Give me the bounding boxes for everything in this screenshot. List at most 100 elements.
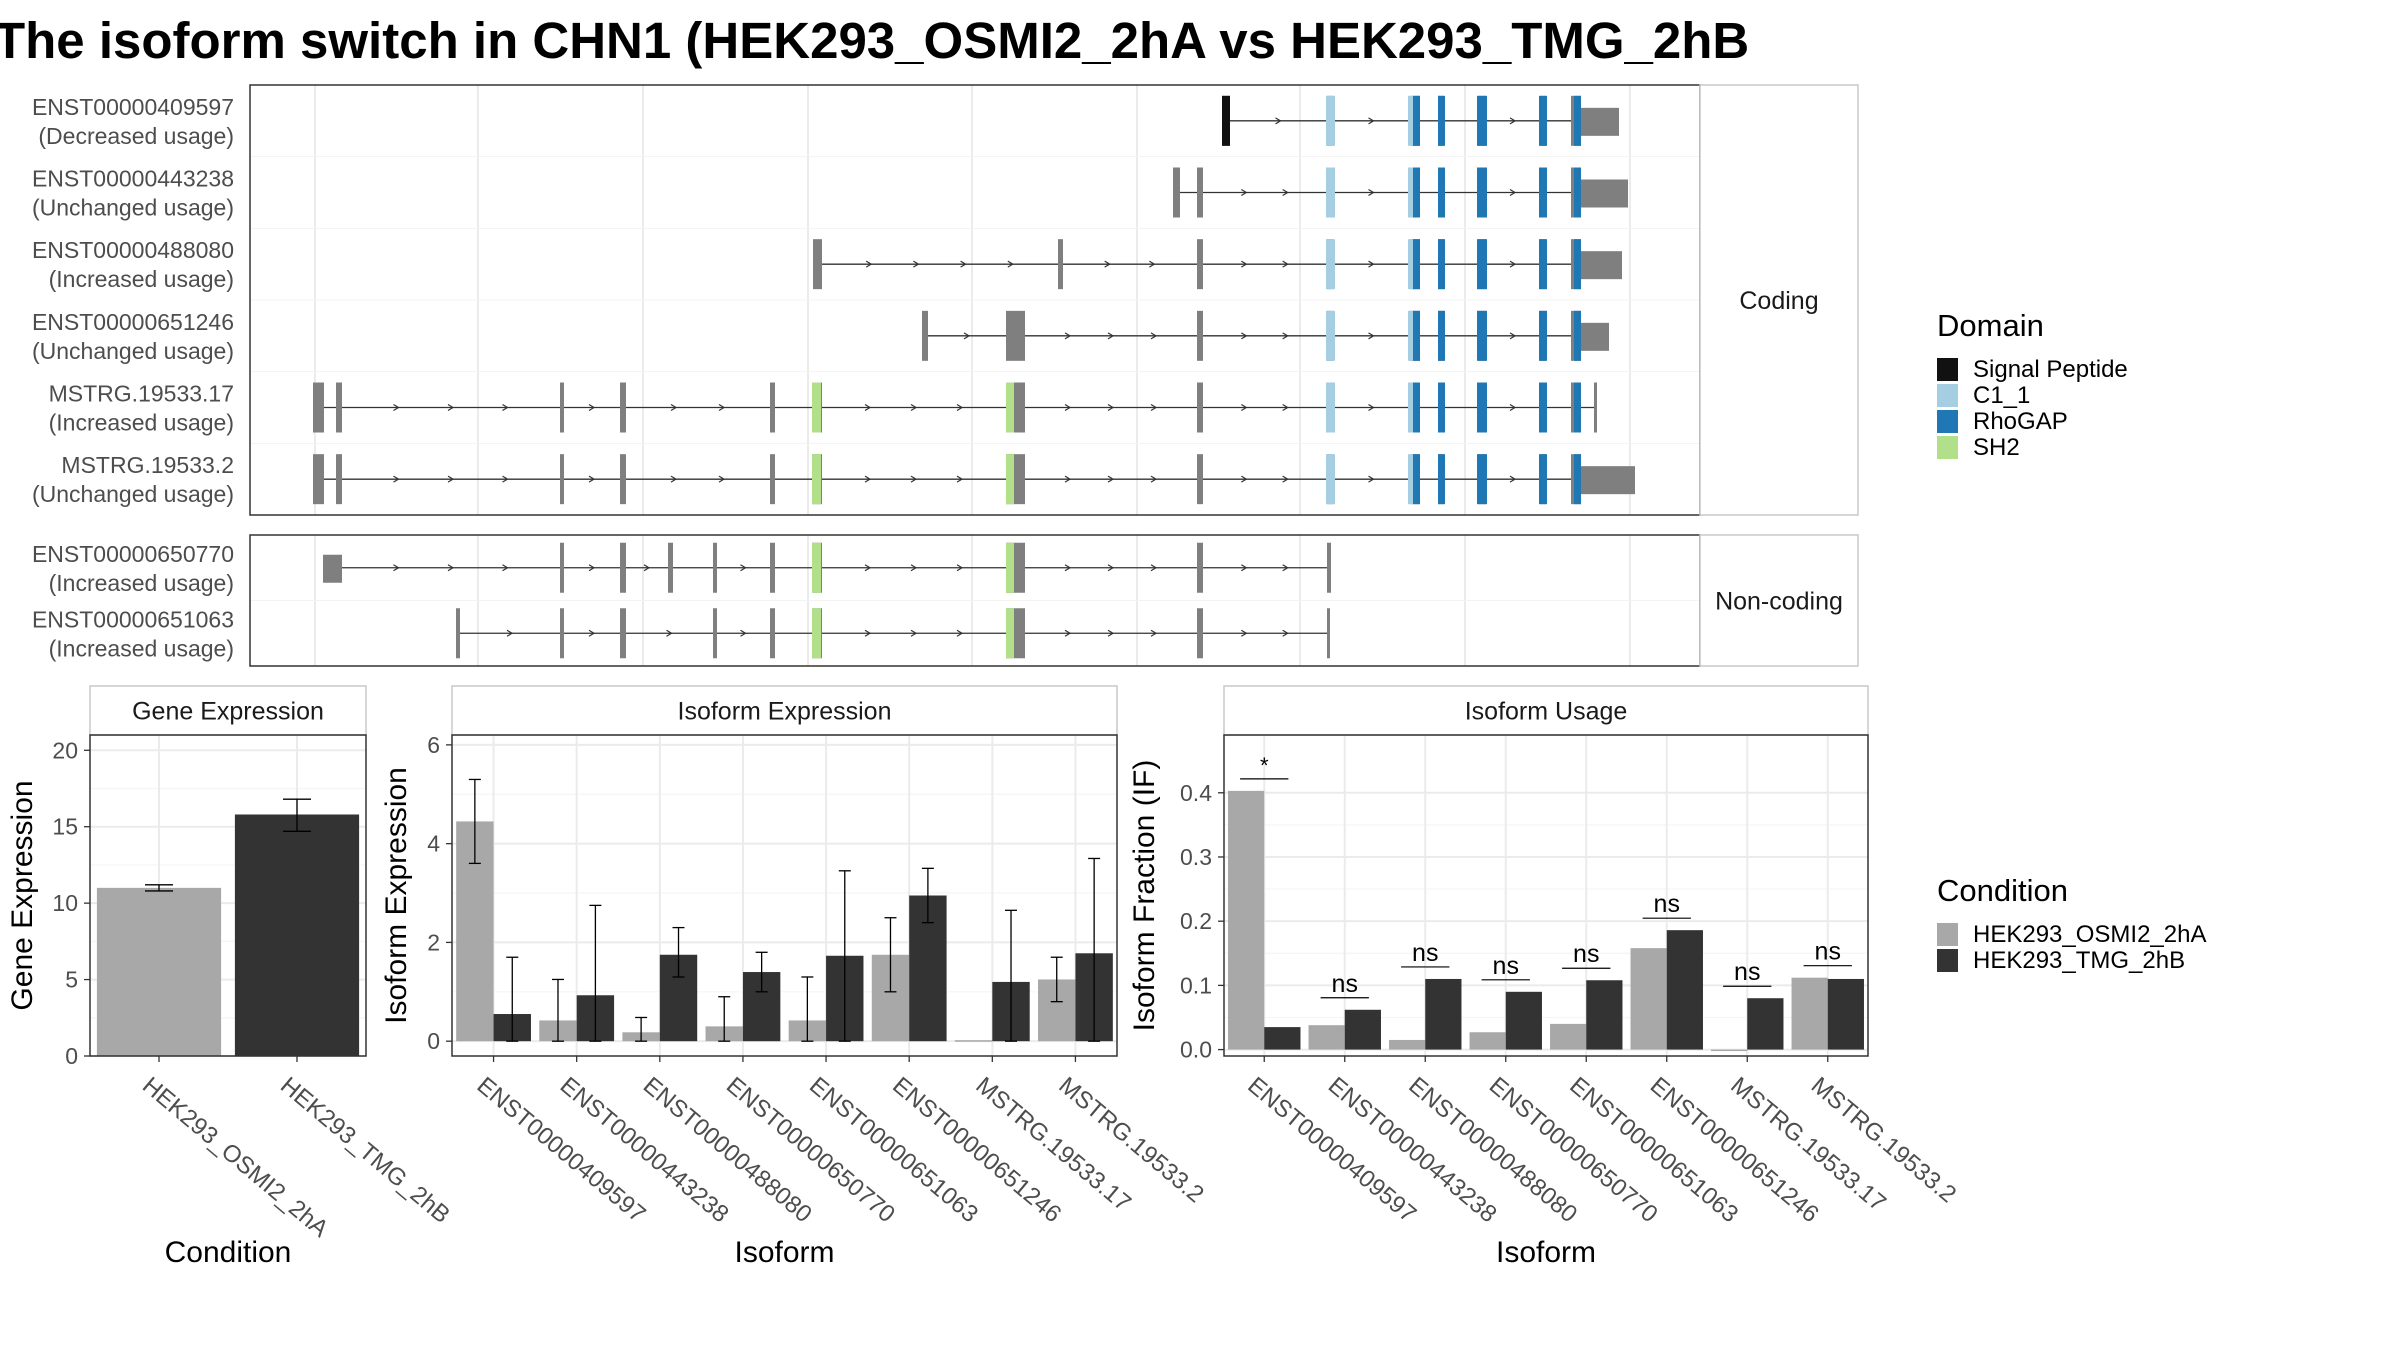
error-bar [551, 978, 564, 1042]
isoform-usage-note: (Increased usage) [49, 410, 234, 436]
intron-arrow [1064, 564, 1072, 572]
legend-swatch [1937, 923, 1958, 946]
exon [1058, 239, 1063, 290]
significance-label: ns [1573, 940, 1599, 968]
error-bar [801, 976, 814, 1042]
error-bar [1050, 956, 1063, 1003]
significance-marker: ns [1562, 940, 1611, 969]
intron-arrow [865, 260, 873, 268]
error-bar [635, 1016, 648, 1042]
intron-arrow [1282, 403, 1289, 412]
exon [620, 454, 626, 505]
intron-arrow [864, 403, 872, 412]
x-axis-title: Condition [165, 1236, 292, 1269]
intron-arrow [1064, 629, 1072, 637]
isoform-label: ENST00000650770 (Increased usage) [32, 541, 234, 596]
plot-border [451, 734, 1118, 1057]
intron-arrow [1368, 332, 1375, 340]
panel-strip [89, 685, 367, 736]
intron-arrow [1064, 475, 1072, 483]
exon [560, 382, 564, 433]
domain-rhogap [1477, 167, 1487, 218]
domain-rhogap [1413, 239, 1420, 290]
error-bar [755, 951, 768, 993]
legend-item: HEK293_TMG_2hB [1937, 947, 2185, 974]
domain-rhogap [1477, 95, 1487, 146]
bar [1425, 978, 1462, 1050]
error-bar [672, 926, 685, 978]
domain-signal-peptide [1222, 95, 1230, 146]
domain-c1-1 [1408, 239, 1413, 290]
gene-structure-panel: ENST00000409597(Decreased usage)ENST0000… [32, 84, 1859, 667]
significance-marker: ns [1320, 970, 1369, 999]
exon [313, 382, 324, 433]
domain-rhogap [1539, 167, 1547, 218]
structure-panel-non-coding: ENST00000650770(Increased usage) ENST0000… [32, 534, 1859, 667]
domain-sh2 [1006, 608, 1014, 659]
domain-rhogap [1574, 239, 1581, 290]
intron-arrow [1368, 117, 1375, 125]
domain-rhogap [1574, 167, 1581, 218]
error-bar [884, 917, 897, 993]
exon [1197, 310, 1203, 361]
intron-arrow [1149, 260, 1156, 268]
x-axis-title: Isoform [734, 1236, 834, 1269]
y-tick-label: 0 [427, 1028, 440, 1054]
significance-label: ns [1493, 952, 1519, 980]
exon [1197, 382, 1203, 433]
intron-arrow [910, 629, 918, 637]
x-tick-label: MSTRG.19533.2 [1806, 1072, 1961, 1208]
exon [922, 310, 928, 361]
intron-arrow [1107, 564, 1115, 572]
bar [1666, 930, 1703, 1050]
legend-item: Signal Peptide [1937, 356, 2128, 383]
y-tick-label: 15 [52, 814, 78, 840]
isoform-track [313, 382, 1597, 433]
error-bar [718, 996, 731, 1042]
isoform-usage-panel: Isoform UsageENST00000409597ENST00000443… [1128, 685, 1961, 1269]
domain-rhogap [1413, 95, 1420, 146]
intron-arrow [864, 629, 872, 637]
significance-marker: ns [1723, 958, 1772, 987]
domain-rhogap [1413, 167, 1420, 218]
intron-arrow [1064, 332, 1072, 340]
domain-c1-1 [1408, 310, 1413, 361]
panel-title: Isoform Expression [678, 698, 892, 726]
domain-rhogap [1539, 239, 1547, 290]
bar [1630, 948, 1667, 1050]
x-axis-title: Isoform [1496, 1236, 1596, 1269]
error-bar [283, 798, 311, 832]
intron-arrow [1007, 260, 1014, 268]
isoform-name: ENST00000443238 [32, 166, 234, 192]
exon [620, 608, 626, 659]
panel-title: Isoform Usage [1465, 698, 1628, 726]
exon [770, 542, 775, 593]
intron-arrow [1509, 332, 1517, 340]
bar [1389, 1039, 1426, 1050]
domain-sh2 [812, 542, 821, 593]
bar [1344, 1009, 1381, 1050]
exon [1327, 608, 1330, 659]
exon [770, 608, 775, 659]
intron-arrow [393, 403, 400, 412]
isoform-usage-note: (Unchanged usage) [32, 338, 234, 364]
panel-strip-label: Non-coding [1715, 588, 1843, 616]
domain-sh2 [1006, 454, 1014, 505]
x-tick-label: MSTRG.19533.2 [1054, 1072, 1209, 1208]
intron-arrow [956, 403, 964, 412]
intron-arrow [1150, 403, 1158, 412]
isoform-name: ENST00000651063 [32, 606, 234, 632]
intron-arrow [956, 629, 964, 637]
exon [1581, 251, 1622, 280]
significance-marker: ns [1401, 939, 1450, 968]
isoform-track [813, 239, 1622, 290]
legend-label: HEK293_TMG_2hB [1973, 947, 2185, 974]
intron-arrow [506, 629, 514, 637]
isoform-label: MSTRG.19533.17 (Increased usage) [49, 381, 234, 436]
intron-arrow [1368, 188, 1375, 197]
x-tick-label: MSTRG.19533.17 [970, 1072, 1136, 1217]
significance-marker: ns [1642, 890, 1691, 919]
intron-arrow [1509, 403, 1517, 412]
legend-label: HEK293_OSMI2_2hA [1973, 921, 2206, 948]
